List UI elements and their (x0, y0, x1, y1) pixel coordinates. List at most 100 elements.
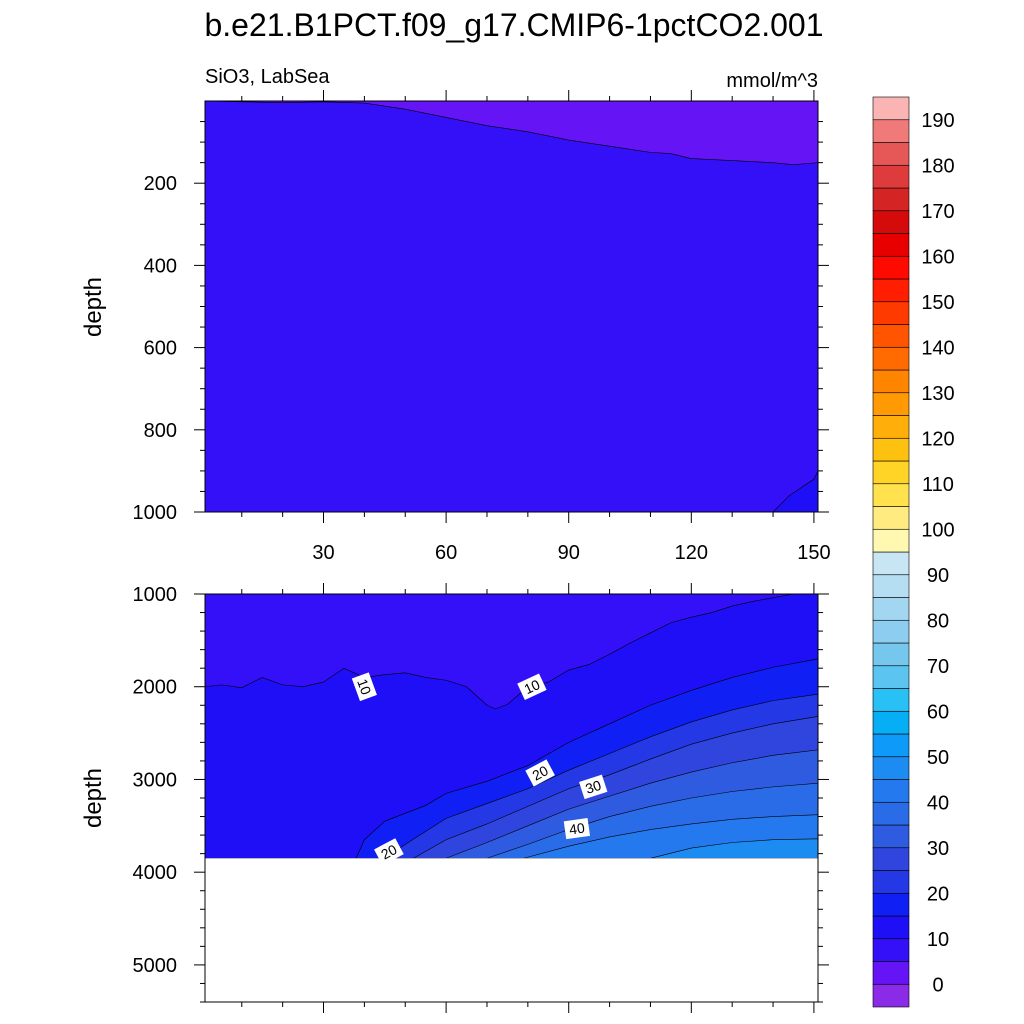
contour-label-bg (351, 672, 377, 702)
colorbar-label: 180 (921, 155, 954, 177)
colorbar-swatch (872, 642, 910, 667)
lower-axes: 1000 2000 3000 4000 5000 (133, 583, 829, 1013)
upper-x-tick-label: 120 (675, 542, 708, 564)
colorbar-swatch (872, 801, 910, 826)
contour-label: 20 (374, 838, 404, 866)
contour-label-text: 10 (521, 676, 542, 697)
colorbar-label: 110 (922, 474, 954, 496)
colorbar-swatch (872, 369, 910, 394)
colorbar-swatch (872, 187, 910, 212)
upper-y-tick-label: 1000 (133, 502, 178, 524)
upper-y-tick-label: 600 (144, 338, 177, 360)
contour-label: 40 (563, 818, 591, 840)
upper-x-tick-label: 30 (312, 542, 334, 564)
colorbar-swatch (872, 619, 910, 644)
ocean-floor-mask (205, 858, 818, 1002)
lower-y-axis-label: depth (80, 768, 107, 828)
contour-label-text: 30 (583, 777, 603, 797)
lower-panel: 1000 2000 3000 4000 5000 10 10 20 30 40 20 depth (80, 583, 829, 1013)
colorbar-swatch (872, 233, 910, 257)
contour-label-bg (563, 818, 591, 840)
colorbar-label: 130 (921, 383, 954, 405)
colorbar-label: 170 (921, 201, 954, 223)
contour-label: 30 (579, 774, 608, 800)
colorbar-label: 160 (921, 246, 954, 268)
upper-axes: 200 400 600 800 1000 30 60 90 120 150 (133, 90, 831, 564)
colorbar-label: 40 (927, 792, 949, 814)
contour-label-text: 10 (354, 677, 374, 697)
lower-plot-area (204, 593, 819, 1002)
contour-label-bg (525, 759, 555, 787)
colorbar-swatch (872, 119, 910, 143)
contour-label-text: 20 (529, 762, 550, 784)
colorbar-swatch (872, 756, 910, 780)
upper-band-0-5 (204, 100, 819, 166)
lower-y-tick-label: 3000 (133, 769, 178, 791)
colorbar-swatch (872, 597, 910, 621)
colorbar-swatch (872, 506, 910, 530)
contour-label-bg (579, 774, 608, 800)
colorbar-swatch (872, 483, 910, 507)
right-string: mmol/m^3 (726, 70, 818, 92)
colorbar-swatch (872, 164, 910, 189)
colorbar-swatch (872, 255, 910, 280)
colorbar-swatch (872, 870, 910, 894)
lower-y-tick-label: 1000 (133, 584, 178, 606)
colorbar-swatch (872, 779, 910, 803)
upper-panel: 200 400 600 800 1000 30 60 90 120 150 depth (80, 90, 831, 564)
colorbar-swatch (872, 983, 910, 1008)
upper-x-tick-label: 150 (797, 542, 830, 564)
colorbar-swatch (872, 142, 910, 166)
upper-x-tick-label: 90 (558, 542, 580, 564)
contour-label: 20 (525, 759, 555, 787)
colorbar-swatch (872, 324, 910, 348)
colorbar-swatch (872, 415, 910, 439)
contour-label: 10 (351, 672, 377, 702)
contour-label: 10 (517, 673, 547, 700)
colorbar-label: 120 (921, 428, 954, 450)
colorbar-swatch (872, 710, 910, 735)
colorbar-swatch (872, 961, 910, 985)
upper-x-tick-label: 60 (435, 542, 457, 564)
colorbar-swatch (872, 938, 910, 962)
colorbar-swatch (872, 915, 910, 940)
lower-y-tick-label: 2000 (133, 677, 178, 699)
upper-y-axis-label: depth (80, 277, 107, 337)
colorbar-swatch (872, 96, 910, 121)
contour-label-text: 20 (378, 841, 399, 863)
left-string: SiO3, LabSea (205, 66, 330, 88)
upper-plot-area (204, 100, 819, 513)
colorbar-swatch (872, 528, 910, 553)
upper-y-tick-label: 800 (144, 420, 177, 442)
colorbar-label: 10 (927, 929, 949, 951)
colorbar-label: 60 (927, 701, 949, 723)
contour-label-text: 40 (568, 820, 586, 838)
colorbar-label: 150 (921, 292, 954, 314)
colorbar-label: 190 (921, 110, 954, 132)
upper-band-5-10 (205, 101, 818, 512)
colorbar-swatch (872, 301, 910, 325)
upper-y-tick-label: 200 (144, 173, 177, 195)
colorbar-swatch (872, 346, 910, 371)
colorbar-swatch (872, 733, 910, 758)
colorbar-swatch (872, 665, 910, 689)
colorbar-label: 0 (932, 974, 943, 996)
colorbar: 0 10 20 30 40 50 60 70 80 90 100 110 120 130 140 150 160… (872, 96, 955, 1008)
chart-title: b.e21.B1PCT.f09_g17.CMIP6-1pctCO2.001 (204, 7, 823, 43)
contour-label-bg (374, 838, 404, 866)
colorbar-swatch (872, 210, 910, 234)
colorbar-label: 20 (927, 883, 949, 905)
colorbar-swatch (872, 460, 910, 485)
colorbar-swatch (872, 574, 910, 598)
colorbar-swatch (872, 392, 910, 416)
colorbar-swatch (872, 847, 910, 871)
colorbar-label: 90 (927, 565, 949, 587)
lower-y-tick-label: 5000 (133, 955, 178, 977)
lower-y-tick-label: 4000 (133, 862, 178, 884)
colorbar-label: 50 (927, 747, 949, 769)
colorbar-swatch (872, 892, 910, 917)
colorbar-swatch (872, 278, 910, 303)
upper-y-tick-label: 400 (144, 255, 177, 277)
colorbar-label: 80 (927, 610, 949, 632)
